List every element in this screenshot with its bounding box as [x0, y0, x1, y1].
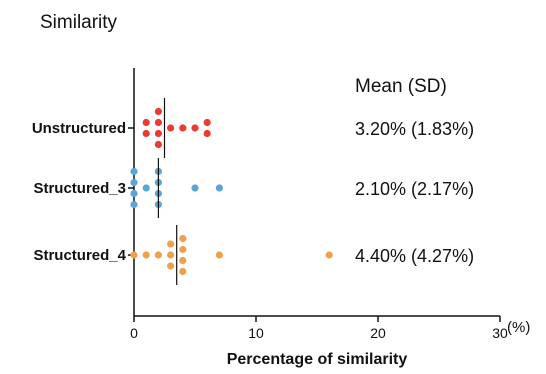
stat-label: 3.20% (1.83%) — [355, 119, 474, 139]
data-point — [154, 140, 162, 149]
data-point — [154, 129, 162, 138]
mean-lines — [157, 98, 178, 285]
x-axis-title: Percentage of similarity — [227, 351, 408, 368]
data-point — [191, 124, 199, 132]
data-point — [142, 184, 150, 192]
data-points — [130, 107, 333, 276]
data-point — [203, 129, 211, 138]
data-point — [130, 189, 138, 198]
data-point — [191, 184, 199, 192]
data-point — [154, 251, 162, 259]
stats-header: Mean (SD) — [355, 76, 447, 97]
data-point — [179, 234, 187, 243]
data-point — [154, 118, 162, 127]
category-label: Unstructured — [32, 120, 126, 137]
data-point — [179, 267, 187, 276]
category-label: Structured_4 — [33, 247, 126, 264]
data-point — [325, 251, 333, 259]
data-point — [215, 184, 223, 192]
x-tick-label: 30 — [492, 325, 508, 341]
data-point — [167, 262, 175, 270]
data-point — [154, 107, 162, 116]
x-unit-label: (%) — [507, 319, 530, 336]
category-label: Structured_3 — [33, 180, 126, 197]
data-point — [179, 256, 187, 265]
x-tick-label: 0 — [130, 325, 138, 341]
x-tick-label: 10 — [248, 325, 264, 341]
data-point — [179, 245, 187, 254]
data-point — [179, 124, 187, 132]
stat-label: 4.40% (4.27%) — [355, 246, 474, 266]
data-point — [130, 200, 138, 209]
data-point — [142, 129, 150, 138]
data-point — [130, 167, 138, 176]
data-point — [167, 240, 175, 248]
chart-title: Similarity — [40, 12, 118, 33]
data-point — [203, 118, 211, 127]
data-point — [142, 251, 150, 259]
data-point — [130, 251, 138, 259]
x-ticks: 0 10 20 30 — [130, 316, 508, 341]
data-point — [215, 251, 223, 259]
data-point — [142, 118, 150, 127]
data-point — [167, 251, 175, 259]
category-labels: Unstructured Structured_3 Structured_4 — [32, 120, 127, 264]
stat-label: 2.10% (2.17%) — [355, 179, 474, 199]
stats-column: 3.20% (1.83%) 2.10% (2.17%) 4.40% (4.27%) — [355, 119, 474, 266]
x-tick-label: 20 — [370, 325, 386, 341]
data-point — [130, 178, 138, 187]
data-point — [167, 124, 175, 132]
